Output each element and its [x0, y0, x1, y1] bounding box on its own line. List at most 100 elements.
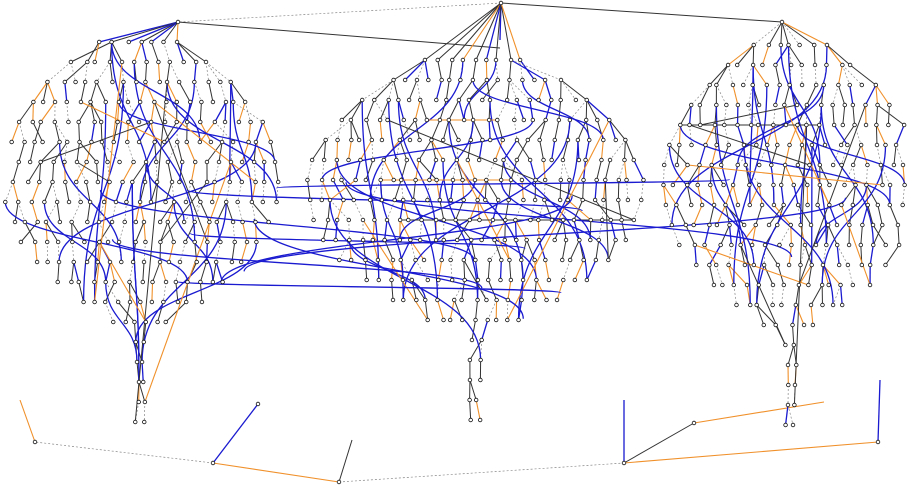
- node: [94, 159, 99, 165]
- node: [230, 219, 236, 225]
- edge: [143, 241, 146, 263]
- node: [38, 119, 43, 125]
- edge: [781, 21, 828, 46]
- edge: [510, 159, 518, 181]
- edge: [854, 124, 862, 146]
- edge: [85, 181, 91, 203]
- edge: [150, 101, 155, 123]
- edge: [529, 99, 534, 121]
- edge: [689, 124, 692, 146]
- node: [766, 42, 772, 48]
- edge: [544, 259, 550, 281]
- node: [450, 177, 456, 183]
- node: [787, 142, 792, 148]
- edge: [732, 184, 739, 206]
- edge: [503, 159, 523, 181]
- node: [142, 179, 148, 185]
- node: [363, 177, 369, 183]
- node: [495, 117, 500, 123]
- edge: [866, 164, 868, 186]
- edge: [96, 81, 107, 103]
- edge-curve: [787, 44, 827, 246]
- node: [35, 219, 40, 225]
- edge: [393, 59, 426, 81]
- edge: [556, 279, 564, 301]
- node: [694, 262, 699, 268]
- node: [850, 102, 856, 108]
- node: [508, 57, 514, 63]
- edge: [736, 44, 755, 66]
- node: [228, 159, 234, 165]
- edge: [66, 101, 69, 123]
- node: [817, 162, 823, 168]
- node: [92, 119, 97, 125]
- edge: [150, 41, 159, 63]
- edge-curve: [502, 159, 591, 241]
- edge: [662, 184, 667, 206]
- node: [143, 159, 149, 165]
- edge: [311, 139, 327, 161]
- edge: [105, 261, 111, 283]
- node: [175, 139, 180, 145]
- edge: [819, 164, 830, 186]
- edge: [176, 141, 183, 163]
- edge: [687, 164, 883, 186]
- node: [827, 182, 832, 188]
- edge: [826, 44, 843, 66]
- edge: [190, 161, 196, 183]
- edge: [607, 239, 617, 261]
- node: [773, 322, 778, 328]
- node: [734, 62, 740, 68]
- node: [32, 239, 38, 245]
- node: [341, 197, 346, 203]
- edge: [508, 59, 512, 81]
- edge: [163, 21, 179, 43]
- node: [43, 219, 49, 225]
- node: [799, 142, 805, 148]
- node: [878, 162, 884, 168]
- edge: [100, 121, 103, 143]
- edge: [810, 284, 823, 306]
- edge: [475, 299, 479, 321]
- edge: [519, 59, 523, 81]
- node: [69, 279, 74, 285]
- edge: [14, 201, 19, 223]
- node: [873, 82, 879, 88]
- node: [711, 202, 717, 208]
- node: [436, 277, 441, 283]
- edge: [341, 179, 355, 201]
- edge: [573, 199, 584, 221]
- edge: [689, 124, 810, 166]
- edge: [64, 181, 70, 203]
- node: [707, 262, 712, 268]
- node: [119, 59, 125, 65]
- node: [122, 219, 127, 225]
- node: [193, 59, 199, 65]
- edge: [740, 244, 746, 266]
- edge: [872, 224, 883, 246]
- node: [9, 139, 14, 145]
- node: [107, 179, 112, 185]
- edge: [115, 181, 124, 203]
- node: [447, 317, 453, 323]
- node: [794, 362, 799, 368]
- edge: [780, 21, 783, 46]
- edge: [145, 141, 156, 163]
- edge: [27, 161, 42, 183]
- node: [799, 62, 804, 68]
- node: [786, 262, 792, 268]
- edge: [481, 219, 494, 241]
- edge: [153, 101, 208, 243]
- edge: [399, 139, 408, 161]
- edge: [849, 84, 854, 106]
- node: [750, 62, 756, 68]
- node: [94, 79, 99, 85]
- edge: [537, 219, 540, 241]
- node: [56, 259, 62, 265]
- node: [84, 259, 90, 265]
- edge: [784, 144, 791, 166]
- node: [607, 117, 612, 123]
- edge: [471, 319, 477, 341]
- edge: [111, 41, 123, 63]
